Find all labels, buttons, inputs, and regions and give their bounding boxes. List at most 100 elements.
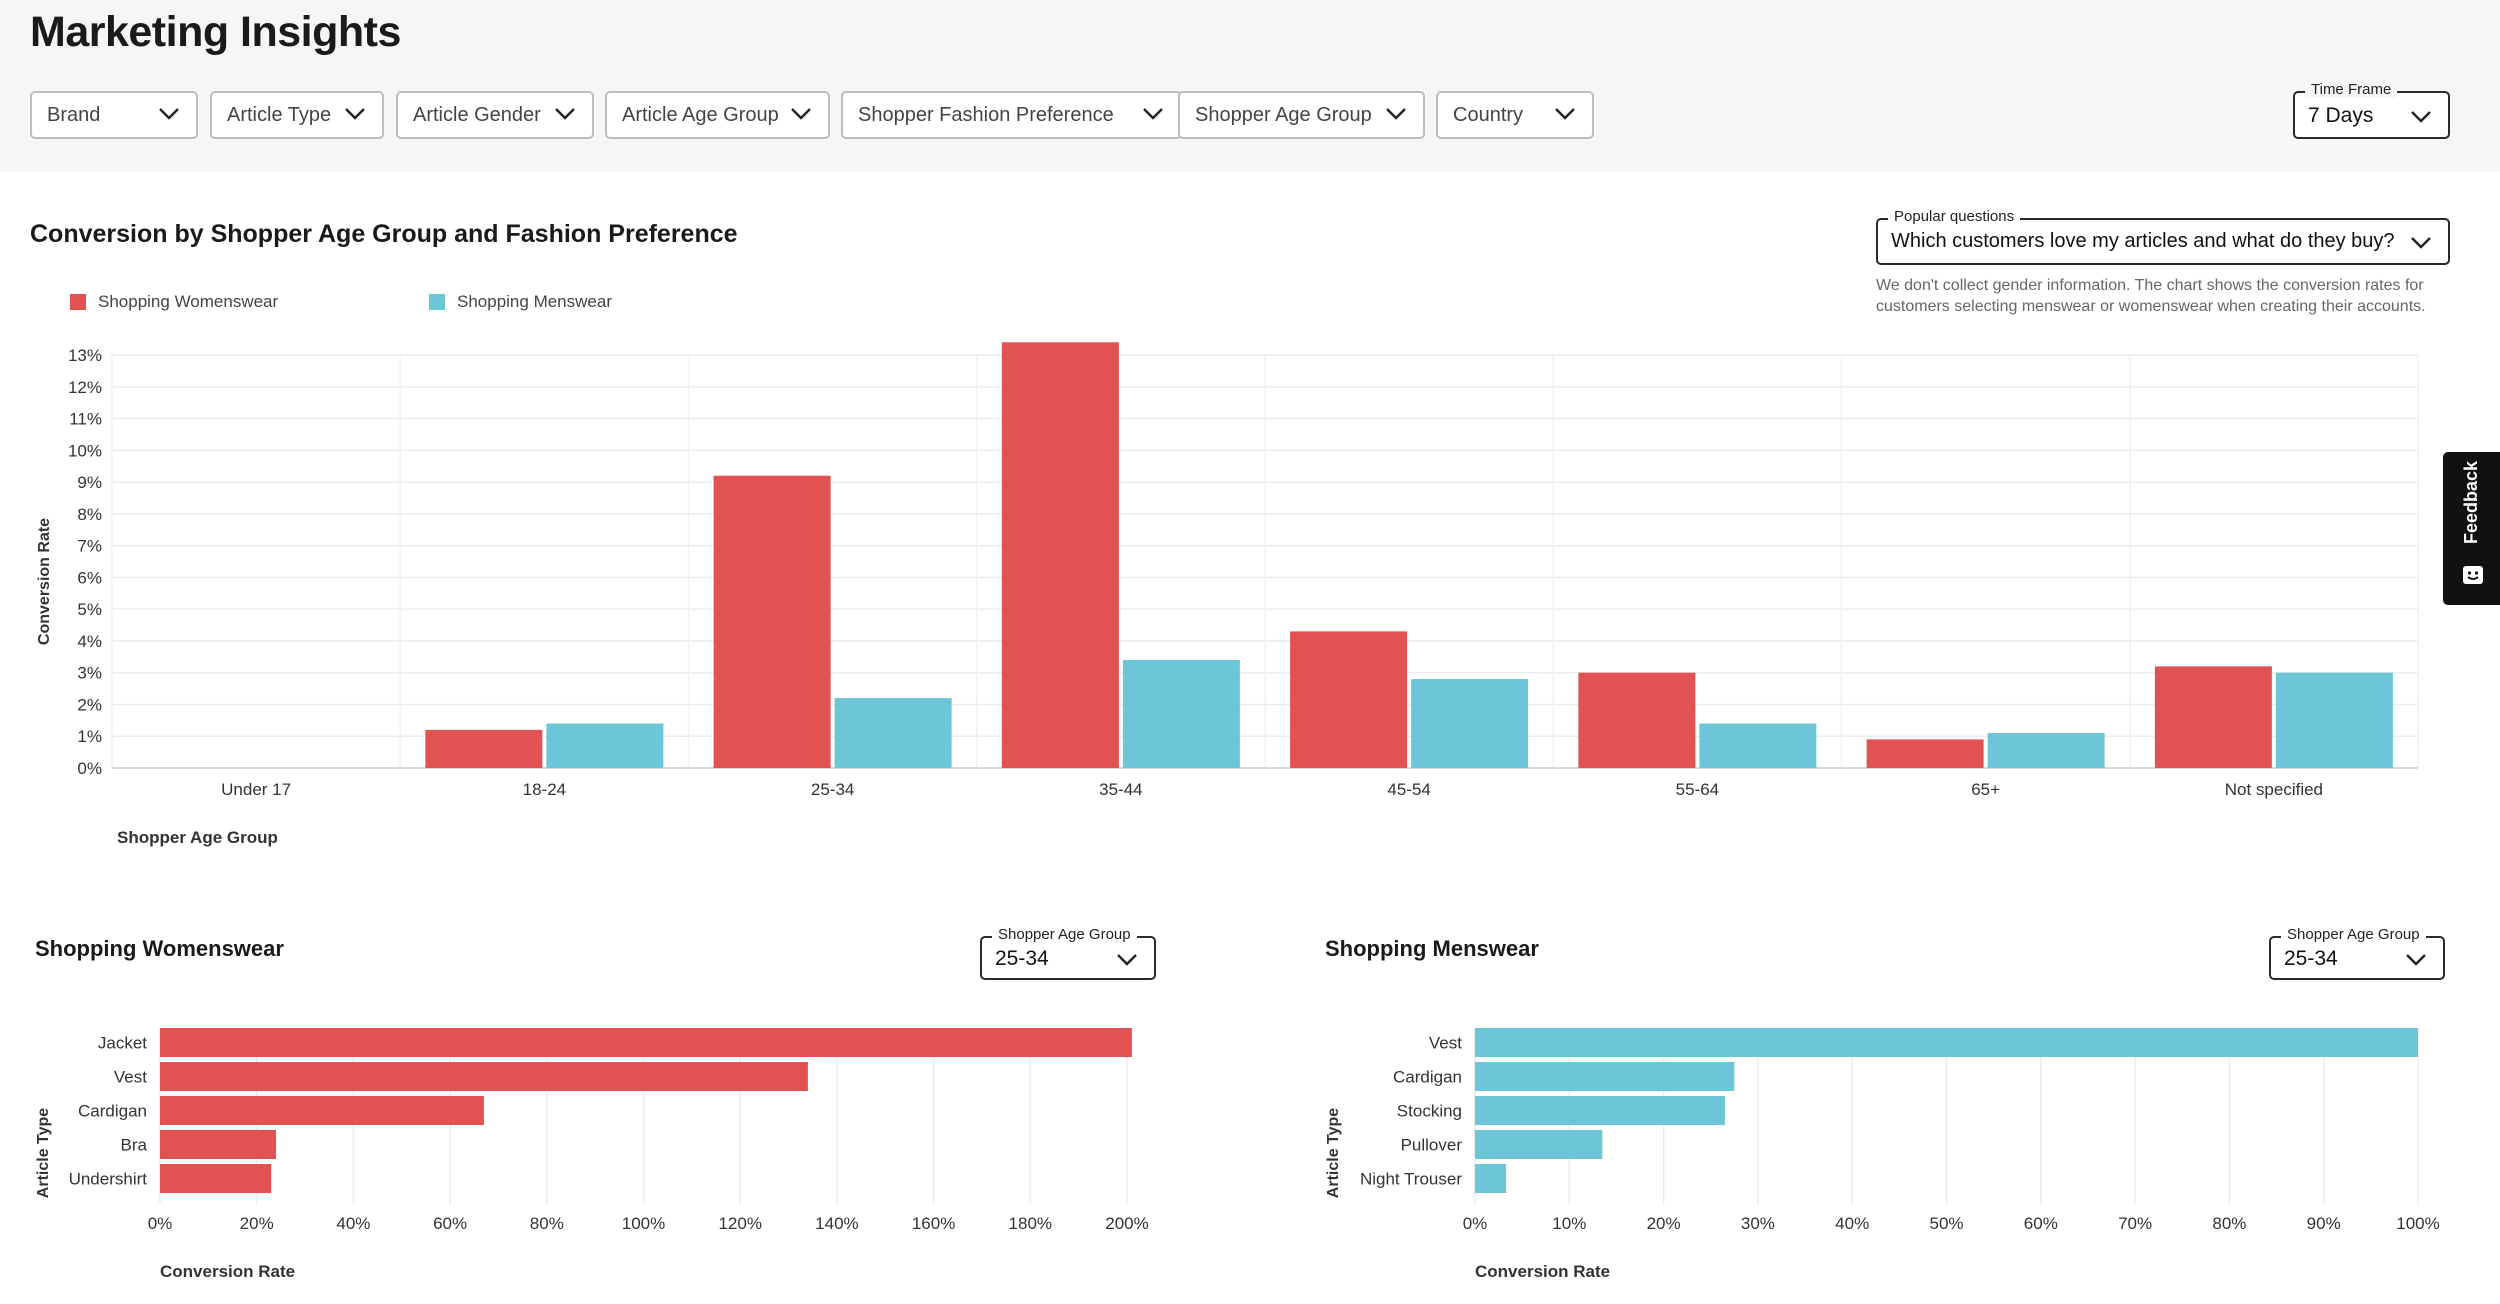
y-tick-label: Vest — [1429, 1034, 1462, 1053]
bar-undershirt[interactable] — [160, 1164, 272, 1193]
chevron-down-icon — [159, 108, 179, 120]
x-tick-label: 140% — [815, 1214, 858, 1233]
x-tick-label: 55-64 — [1676, 780, 1719, 799]
x-tick-label: 70% — [2118, 1214, 2152, 1233]
y-tick-label: Undershirt — [69, 1170, 148, 1189]
y-tick-label: Pullover — [1401, 1136, 1463, 1155]
bar-shopping-womenswear-25-34[interactable] — [713, 475, 831, 768]
x-tick-label: 200% — [1105, 1214, 1148, 1233]
article-type-filter[interactable]: Article Type — [210, 91, 384, 139]
bar-shopping-menswear-65[interactable] — [1987, 733, 2105, 768]
bar-jacket[interactable] — [160, 1028, 1132, 1057]
menswear-age-group-select[interactable]: Shopper Age Group 25-34 — [2269, 926, 2445, 980]
x-tick-label: 80% — [2212, 1214, 2246, 1233]
x-tick-label: 100% — [622, 1214, 665, 1233]
shopper-fashion-preference-filter[interactable]: Shopper Fashion Preference — [841, 91, 1182, 139]
time-frame-select[interactable]: Time Frame 7 Days — [2293, 81, 2450, 139]
bar-shopping-menswear-35-44[interactable] — [1122, 659, 1240, 768]
chevron-down-icon — [1386, 108, 1406, 120]
x-tick-label: 50% — [1929, 1214, 1963, 1233]
y-tick-label: 2% — [77, 695, 102, 714]
country-filter[interactable]: Country — [1436, 91, 1594, 139]
x-tick-label: Not specified — [2225, 780, 2323, 799]
x-tick-label: 60% — [433, 1214, 467, 1233]
x-tick-label: 65+ — [1971, 780, 2000, 799]
x-tick-label: 45-54 — [1387, 780, 1430, 799]
bar-shopping-womenswear-45-54[interactable] — [1290, 631, 1408, 768]
bar-shopping-menswear-45-54[interactable] — [1411, 679, 1529, 768]
bar-shopping-menswear-18-24[interactable] — [546, 723, 664, 768]
y-tick-label: 9% — [77, 473, 102, 492]
bar-night-trouser[interactable] — [1475, 1164, 1507, 1193]
y-tick-label: Vest — [114, 1068, 147, 1087]
shopper-fashion-preference-filter-label: Shopper Fashion Preference — [858, 103, 1114, 126]
womenswear-panel-title: Shopping Womenswear — [35, 936, 284, 961]
time-frame-legend: Time Frame — [2305, 81, 2398, 98]
bar-cardigan[interactable] — [160, 1096, 484, 1125]
brand-filter-label: Brand — [47, 103, 101, 126]
bar-bra[interactable] — [160, 1130, 277, 1159]
shopper-age-group-filter[interactable]: Shopper Age Group — [1178, 91, 1425, 139]
y-tick-label: 4% — [77, 632, 102, 651]
filter-bar: Marketing Insights Brand Article Type Arti… — [0, 0, 2500, 172]
bar-cardigan[interactable] — [1475, 1062, 1735, 1091]
article-gender-filter[interactable]: Article Gender — [396, 91, 594, 139]
y-axis-title: Conversion Rate — [36, 518, 53, 645]
chevron-down-icon — [555, 108, 575, 120]
bar-shopping-womenswear-65[interactable] — [1866, 739, 1984, 768]
feedback-tab[interactable]: Feedback — [2443, 452, 2500, 605]
y-tick-label: 8% — [77, 505, 102, 524]
x-axis-title: Shopper Age Group — [117, 828, 278, 847]
x-axis-title: Conversion Rate — [160, 1262, 295, 1281]
menswear-age-group-value: 25-34 — [2284, 947, 2338, 970]
womenswear-age-group-legend: Shopper Age Group — [992, 926, 1137, 943]
y-tick-label: 5% — [77, 600, 102, 619]
time-frame-value: 7 Days — [2308, 104, 2374, 127]
womenswear-age-group-select[interactable]: Shopper Age Group 25-34 — [980, 926, 1156, 980]
x-axis-title: Conversion Rate — [1475, 1262, 1610, 1281]
legend-label-menswear: Shopping Menswear — [457, 292, 612, 311]
bar-pullover[interactable] — [1475, 1130, 1603, 1159]
y-tick-label: Stocking — [1397, 1102, 1462, 1121]
y-tick-label: 6% — [77, 568, 102, 587]
menswear-age-group-legend: Shopper Age Group — [2281, 926, 2426, 943]
chevron-down-icon — [1555, 108, 1575, 120]
bar-vest[interactable] — [160, 1062, 808, 1091]
bar-stocking[interactable] — [1475, 1096, 1725, 1125]
menswear-bar-chart: 0% 10% 20% 30% 40% 50% 60% 70% 80% 90% 100% Vest Car… — [1325, 1028, 2440, 1281]
y-tick-label: 1% — [77, 727, 102, 746]
popular-questions-select[interactable]: Popular questions Which customers love m… — [1876, 208, 2450, 265]
x-tick-label: 90% — [2307, 1214, 2341, 1233]
bar-shopping-womenswear-18-24[interactable] — [425, 729, 543, 768]
womenswear-age-group-value: 25-34 — [995, 947, 1049, 970]
x-tick-label: 18-24 — [523, 780, 566, 799]
bar-shopping-menswear-not-specified[interactable] — [2275, 672, 2393, 768]
smiley-icon — [2463, 566, 2483, 584]
bar-shopping-womenswear-35-44[interactable] — [1001, 342, 1119, 768]
x-tick-label: 30% — [1741, 1214, 1775, 1233]
x-tick-label: 80% — [530, 1214, 564, 1233]
y-tick-label: Cardigan — [78, 1102, 147, 1121]
bar-shopping-menswear-25-34[interactable] — [834, 698, 952, 768]
chevron-down-icon — [2411, 111, 2431, 123]
x-tick-label: 10% — [1552, 1214, 1586, 1233]
article-age-group-filter[interactable]: Article Age Group — [605, 91, 830, 139]
y-tick-label: 10% — [68, 441, 102, 460]
brand-filter[interactable]: Brand — [30, 91, 198, 139]
legend-swatch-menswear — [429, 294, 445, 310]
x-tick-label: 35-44 — [1099, 780, 1142, 799]
bar-vest[interactable] — [1475, 1028, 2418, 1057]
bar-shopping-womenswear-not-specified[interactable] — [2154, 666, 2272, 768]
main-bar-chart: 0% 1% 2% 3% 4% 5% 6% 7% 8% 9% 10% 11% 12% 13% Under 17… — [36, 342, 2419, 847]
page-title: Marketing Insights — [30, 8, 401, 56]
chevron-down-icon — [1143, 108, 1163, 120]
bar-shopping-menswear-55-64[interactable] — [1699, 723, 1817, 768]
x-tick-label: 120% — [718, 1214, 761, 1233]
y-tick-label: 13% — [68, 346, 102, 365]
legend-swatch-womenswear — [70, 294, 86, 310]
shopper-age-group-filter-label: Shopper Age Group — [1195, 103, 1372, 126]
chevron-down-icon — [2411, 237, 2431, 249]
y-tick-label: 7% — [77, 537, 102, 556]
bar-shopping-womenswear-55-64[interactable] — [1578, 672, 1696, 768]
womenswear-bar-chart: 0% 20% 40% 60% 80% 100% 120% 140% 160% 180% 200% Ja… — [35, 1028, 1149, 1281]
